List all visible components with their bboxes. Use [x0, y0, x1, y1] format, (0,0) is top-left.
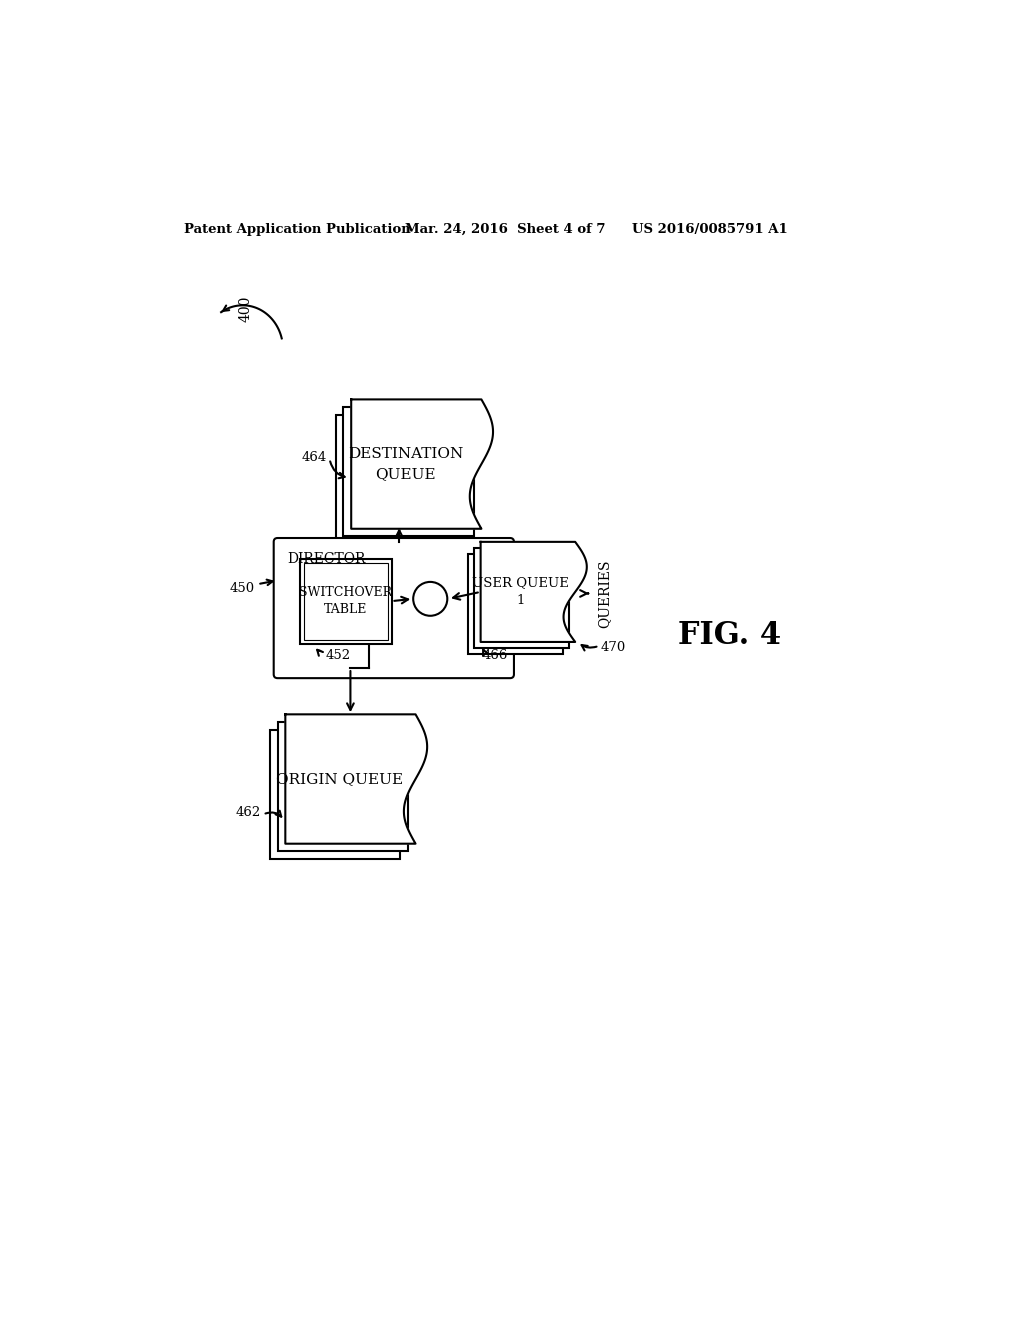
- Polygon shape: [270, 730, 400, 859]
- Text: 452: 452: [326, 648, 351, 661]
- Polygon shape: [468, 554, 563, 655]
- Text: 464: 464: [302, 450, 328, 463]
- Text: 470: 470: [601, 640, 626, 653]
- Text: 450: 450: [229, 582, 254, 594]
- Polygon shape: [351, 400, 493, 529]
- Text: DESTINATION
QUEUE: DESTINATION QUEUE: [348, 447, 464, 480]
- Text: QUERIES: QUERIES: [598, 560, 611, 628]
- Text: 466: 466: [483, 648, 508, 661]
- Text: 462: 462: [237, 807, 261, 820]
- Circle shape: [414, 582, 447, 616]
- Text: Mar. 24, 2016  Sheet 4 of 7: Mar. 24, 2016 Sheet 4 of 7: [406, 223, 606, 236]
- Polygon shape: [343, 407, 474, 536]
- Text: DIRECTOR: DIRECTOR: [287, 552, 366, 566]
- Polygon shape: [278, 722, 408, 851]
- Polygon shape: [286, 714, 427, 843]
- Polygon shape: [300, 558, 391, 644]
- Polygon shape: [480, 543, 587, 642]
- Polygon shape: [474, 548, 569, 648]
- Text: US 2016/0085791 A1: US 2016/0085791 A1: [632, 223, 787, 236]
- Polygon shape: [336, 414, 466, 544]
- Text: FIG. 4: FIG. 4: [678, 620, 781, 651]
- FancyBboxPatch shape: [273, 539, 514, 678]
- Text: SWITCHOVER
TABLE: SWITCHOVER TABLE: [299, 586, 392, 616]
- Text: ORIGIN QUEUE: ORIGIN QUEUE: [276, 772, 403, 785]
- Text: Patent Application Publication: Patent Application Publication: [183, 223, 411, 236]
- Text: USER QUEUE
1: USER QUEUE 1: [472, 577, 568, 607]
- Text: 400: 400: [239, 296, 253, 322]
